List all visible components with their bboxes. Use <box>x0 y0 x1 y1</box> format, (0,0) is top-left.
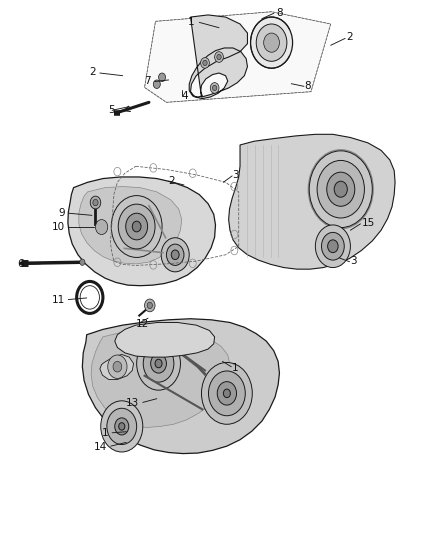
Circle shape <box>132 221 141 232</box>
Polygon shape <box>145 12 331 102</box>
Circle shape <box>215 52 223 62</box>
Polygon shape <box>229 134 395 269</box>
Text: 8: 8 <box>276 9 283 18</box>
Circle shape <box>171 250 179 260</box>
Text: 7: 7 <box>145 76 151 86</box>
Polygon shape <box>79 187 182 264</box>
Polygon shape <box>91 329 230 427</box>
Text: 4: 4 <box>182 91 188 101</box>
Text: 14: 14 <box>94 442 107 451</box>
Circle shape <box>251 17 293 68</box>
Circle shape <box>161 238 189 272</box>
Circle shape <box>153 80 160 88</box>
Text: 2: 2 <box>90 67 96 77</box>
Polygon shape <box>115 322 215 357</box>
Circle shape <box>217 54 221 60</box>
Circle shape <box>321 232 344 260</box>
Circle shape <box>101 401 143 452</box>
Text: 3: 3 <box>350 256 357 266</box>
Circle shape <box>201 58 209 68</box>
Text: 1: 1 <box>102 428 109 438</box>
Polygon shape <box>68 177 215 286</box>
Text: 15: 15 <box>361 218 374 228</box>
Circle shape <box>145 299 155 312</box>
Circle shape <box>208 371 245 416</box>
Circle shape <box>107 408 137 445</box>
Text: 1: 1 <box>188 18 195 27</box>
Circle shape <box>143 345 174 382</box>
Text: 2: 2 <box>169 176 175 186</box>
Text: 10: 10 <box>52 222 65 232</box>
Text: 8: 8 <box>304 82 311 91</box>
Circle shape <box>111 196 162 257</box>
Circle shape <box>317 160 364 218</box>
Circle shape <box>95 220 108 235</box>
Circle shape <box>115 418 129 435</box>
Circle shape <box>315 225 350 268</box>
Circle shape <box>210 83 219 93</box>
Circle shape <box>223 389 230 398</box>
Circle shape <box>166 244 184 265</box>
Circle shape <box>113 361 122 372</box>
Polygon shape <box>100 354 134 379</box>
Text: 6: 6 <box>18 260 24 269</box>
Circle shape <box>90 196 101 209</box>
Text: 9: 9 <box>58 208 65 218</box>
Text: 1: 1 <box>232 363 239 373</box>
Circle shape <box>217 382 237 405</box>
Circle shape <box>334 181 347 197</box>
Circle shape <box>137 337 180 390</box>
Circle shape <box>309 151 372 228</box>
Circle shape <box>151 354 166 373</box>
Circle shape <box>201 362 252 424</box>
Text: 11: 11 <box>52 295 65 304</box>
Circle shape <box>108 355 127 378</box>
Text: 12: 12 <box>136 319 149 329</box>
Circle shape <box>147 302 152 309</box>
Circle shape <box>212 85 217 91</box>
Circle shape <box>159 73 166 82</box>
Circle shape <box>256 24 287 61</box>
Text: 2: 2 <box>346 33 353 42</box>
Circle shape <box>118 204 155 249</box>
Circle shape <box>93 199 98 206</box>
Text: 13: 13 <box>126 398 139 408</box>
Text: 3: 3 <box>232 170 239 180</box>
Text: 5: 5 <box>109 106 115 115</box>
Polygon shape <box>82 319 279 454</box>
Circle shape <box>328 240 338 253</box>
Circle shape <box>80 259 85 265</box>
Polygon shape <box>189 15 247 99</box>
Circle shape <box>327 172 355 206</box>
Circle shape <box>155 359 162 368</box>
Circle shape <box>203 60 207 66</box>
Circle shape <box>126 213 148 240</box>
Circle shape <box>264 33 279 52</box>
Circle shape <box>119 423 125 430</box>
